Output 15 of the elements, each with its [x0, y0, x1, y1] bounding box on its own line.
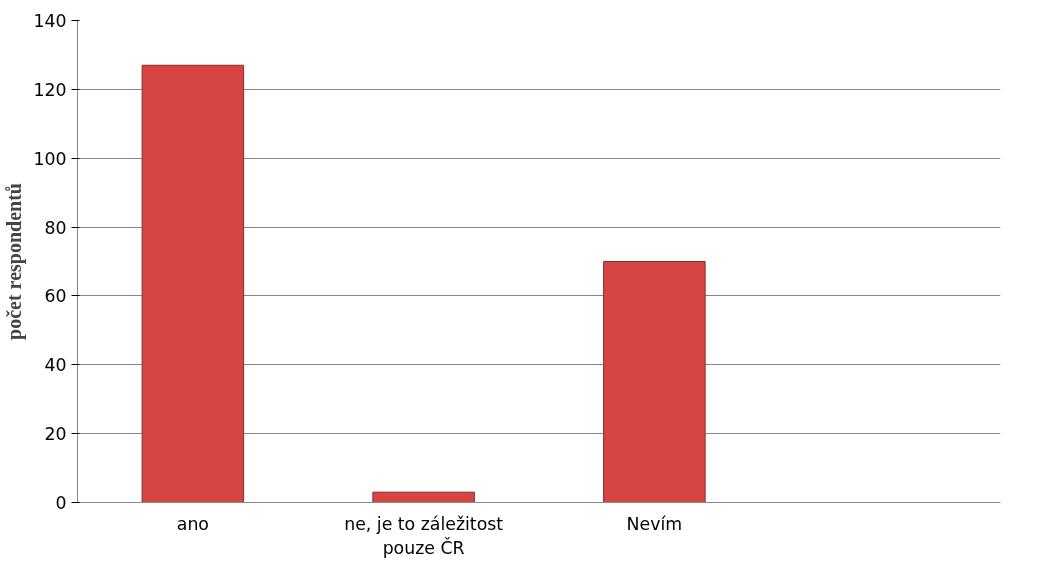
x-tick-label: ne, je to záležitost pouze ČR: [344, 513, 504, 558]
bar: [372, 491, 475, 503]
x-tick-label: ano: [176, 513, 209, 534]
bar: [603, 261, 706, 503]
y-tick-label: 0: [55, 493, 67, 513]
y-tick-label: 60: [44, 286, 67, 307]
x-tick-label: Nevím: [626, 513, 683, 534]
y-tick-label: 40: [44, 355, 67, 376]
y-axis-title: počet respondentů: [3, 183, 27, 340]
y-tick-label: 20: [44, 424, 67, 445]
y-tick-label: 140: [33, 11, 67, 31]
y-tick-label: 120: [33, 79, 67, 100]
y-tick-label: 100: [33, 148, 67, 169]
y-tick-label: 80: [44, 217, 67, 238]
bar: [141, 64, 245, 503]
